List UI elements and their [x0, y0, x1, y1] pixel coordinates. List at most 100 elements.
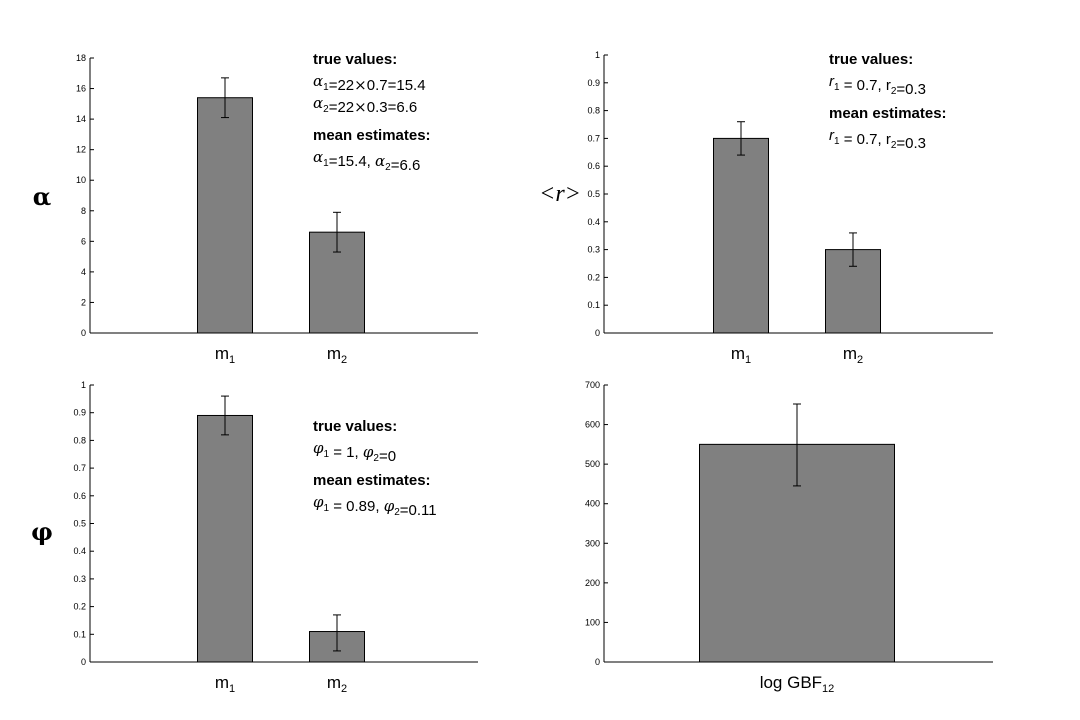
y-tick-label: 12 [76, 145, 86, 155]
y-tick-label: 0.1 [73, 629, 86, 639]
y-tick-label: 0.7 [73, 463, 86, 473]
annotation-subscript: 2 [373, 453, 379, 464]
error-bar-1 [221, 77, 229, 119]
category-label: log GBF12 [760, 673, 835, 695]
annotation-text: φ [313, 493, 324, 511]
y-tick-label: 0.5 [587, 189, 600, 199]
annotation-subscript: 1 [834, 82, 840, 93]
bar-1 [713, 137, 769, 334]
error-bar-1 [221, 395, 229, 436]
annotation-line: mean estimates: [313, 127, 431, 144]
category-main: m [731, 344, 745, 363]
annotation-text: =22 [329, 77, 354, 94]
annotation-line: true values: [313, 418, 397, 435]
y-axis-label: α [33, 182, 51, 211]
annotation-line: α2=22×0.3=6.6 [313, 94, 417, 116]
y-tick-label: 100 [585, 617, 600, 627]
category-label: m2 [327, 673, 347, 695]
y-tick-label: 0.2 [73, 602, 86, 612]
category-main: m [215, 673, 229, 692]
y-tick-label: 0.3 [587, 245, 600, 255]
annotation-line: mean estimates: [313, 472, 431, 489]
y-tick-label: 16 [76, 84, 86, 94]
annotation-text: mean estimates: [313, 127, 431, 144]
bar-1 [197, 414, 253, 663]
annotation-text: 0.3=6.6 [367, 99, 417, 116]
y-tick-label: 500 [585, 459, 600, 469]
y-tick-label: 0 [595, 657, 600, 667]
y-tick-label: 1 [81, 380, 86, 390]
annotation-text: φ [363, 443, 374, 461]
annotation-text: true values: [313, 418, 397, 435]
error-bar-2 [333, 211, 341, 253]
annotation-subscript: 2 [891, 86, 897, 97]
y-tick-label: 0 [595, 328, 600, 338]
annotation-text: true values: [313, 51, 397, 68]
annotation-text: α [375, 152, 385, 170]
y-tick-label: 0.6 [73, 491, 86, 501]
annotation-subscript: 1 [834, 136, 840, 147]
annotation-text: =15.4, [329, 153, 375, 170]
y-tick-label: 200 [585, 578, 600, 588]
annotation-subscript: 1 [323, 158, 329, 169]
annotation-subscript: 2 [323, 104, 329, 115]
error-bar-1 [793, 403, 801, 487]
error-bar-1 [737, 121, 745, 156]
annotation-subscript: 1 [324, 503, 330, 514]
annotation-text: true values: [829, 51, 913, 68]
category-main: m [327, 344, 341, 363]
annotation-text: φ [313, 439, 324, 457]
category-main: m [215, 344, 229, 363]
annotation-line: φ1 = 1, φ2=0 [313, 439, 396, 465]
category-subscript: 12 [822, 683, 834, 695]
annotation-subscript: 1 [324, 449, 330, 460]
annotation-text: =22 [329, 99, 354, 116]
y-tick-label: 1 [595, 50, 600, 60]
y-tick-label: 0.4 [587, 217, 600, 227]
annotation-line: true values: [313, 51, 397, 68]
category-main: log GBF [760, 673, 822, 692]
y-axis-label: φ [31, 517, 53, 546]
y-tick-label: 0.4 [73, 546, 86, 556]
y-tick-label: 300 [585, 538, 600, 548]
category-label: m1 [215, 673, 235, 695]
annotation-text: r [829, 73, 835, 90]
gbf-panel: 0 100 200 300 400 500 600 700 log GBF12 [585, 380, 993, 695]
y-tick-label: 0.8 [587, 106, 600, 116]
annotation-line: α1=15.4, α2=6.6 [313, 148, 420, 174]
y-tick-label: 0.1 [587, 300, 600, 310]
y-axis-label: <r> [539, 181, 581, 207]
category-main: m [327, 673, 341, 692]
annotation-text: = 0.7, r [840, 131, 891, 148]
annotation-line: r1 = 0.7, r2=0.3 [829, 73, 926, 98]
y-tick-label: 4 [81, 267, 86, 277]
annotation-text: =0 [379, 448, 396, 465]
annotation-line: α1=22×0.7=15.4 [313, 72, 426, 94]
category-label: m1 [215, 344, 235, 366]
category-subscript: 1 [745, 354, 751, 366]
category-main: m [843, 344, 857, 363]
annotation-line: mean estimates: [829, 105, 947, 122]
y-tick-label: 400 [585, 499, 600, 509]
y-tick-label: 0.7 [587, 133, 600, 143]
y-tick-label: 10 [76, 175, 86, 185]
y-tick-label: 0.9 [587, 78, 600, 88]
y-tick-label: 0 [81, 328, 86, 338]
annotation-subscript: 2 [891, 140, 897, 151]
category-subscript: 2 [341, 683, 347, 695]
annotation-subscript: 1 [323, 82, 329, 93]
annotation-text: r [829, 127, 835, 144]
y-tick-label: 700 [585, 380, 600, 390]
annotation-text: = 0.89, [329, 498, 384, 515]
annotation-subscript: 2 [385, 162, 391, 173]
bar-1 [197, 97, 253, 334]
annotation-line: φ1 = 0.89, φ2=0.11 [313, 493, 437, 519]
y-tick-label: 600 [585, 420, 600, 430]
annotation-subscript: 2 [394, 507, 400, 518]
category-label: m2 [843, 344, 863, 366]
y-tick-label: 0.6 [587, 161, 600, 171]
